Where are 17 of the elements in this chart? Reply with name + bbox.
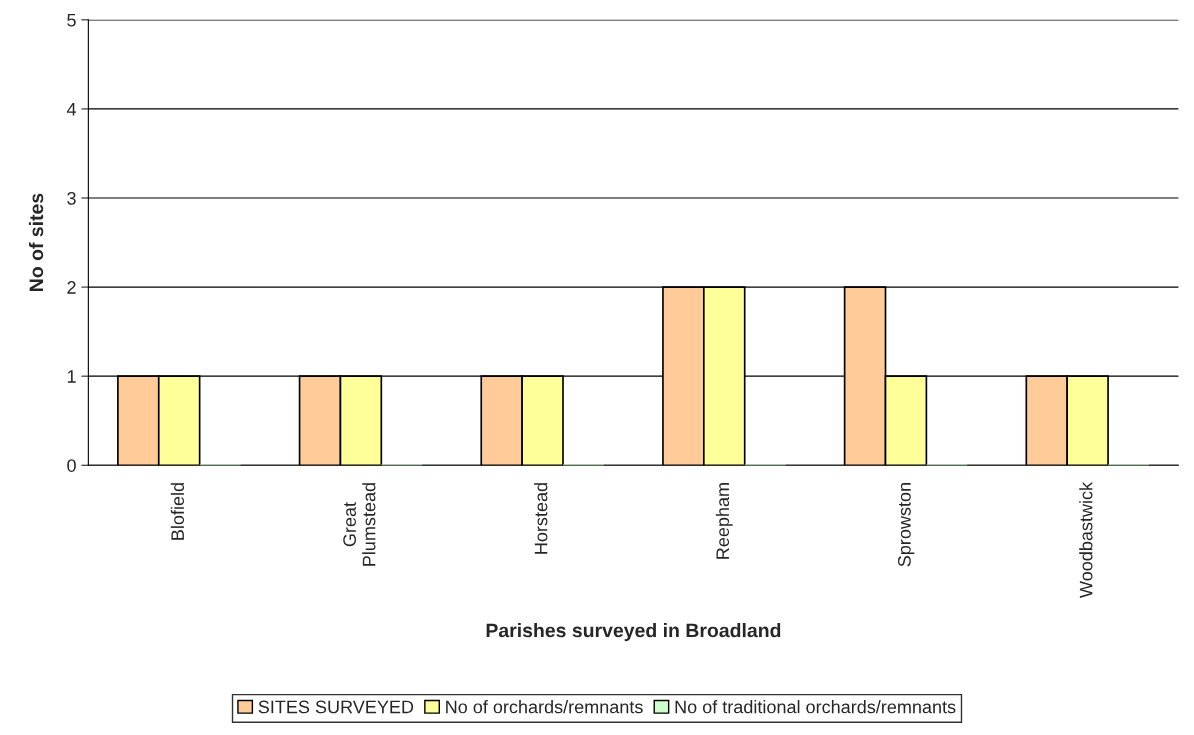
x-tick-label: Horstead [534,483,548,554]
y-tick-label: 5 [67,13,76,27]
x-tick-label: Reepham [715,483,733,559]
x-tick-label: Blofield [170,483,185,540]
y-axis-title: No of sites [28,193,44,291]
y-tick-label: 3 [67,191,76,205]
legend-label: No of traditional orchards/remnants [675,700,956,714]
y-tick-label: 1 [67,370,76,383]
x-tick-label: Sprowston [898,483,915,567]
legend-label: No of orchards/remnants [446,700,643,714]
y-tick-label: 2 [67,281,76,294]
x-tick-label: Woodbastwick [1079,481,1093,598]
x-tick-label: Great Plumstead [343,483,376,566]
legend-label: SITES SURVEYED [258,700,414,714]
y-tick-label: 4 [66,103,77,116]
y-tick-label: 0 [67,459,76,472]
x-axis-title: Parishes surveyed in Broadland [486,623,781,642]
